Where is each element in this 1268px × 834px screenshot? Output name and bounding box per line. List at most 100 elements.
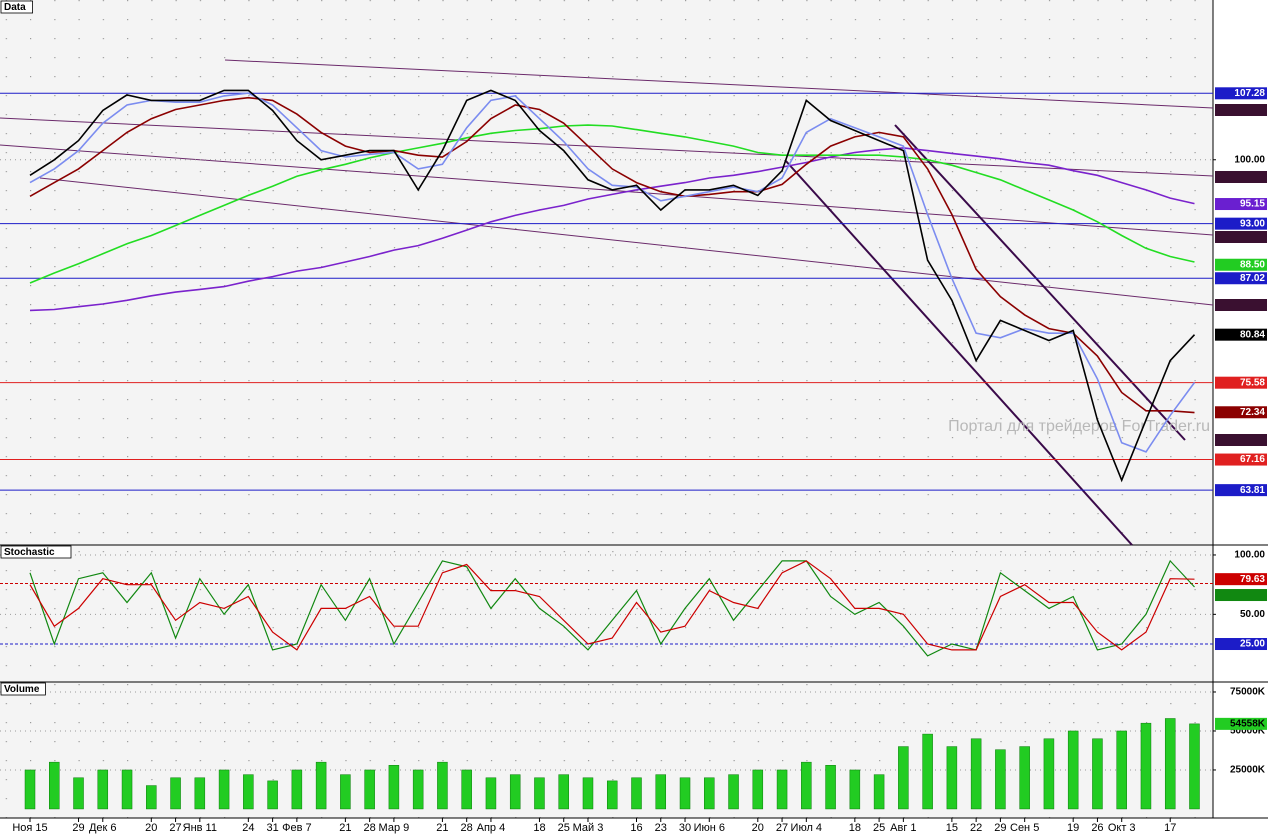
- x-tick-label: 23: [655, 822, 667, 834]
- volume-bar: [461, 769, 472, 810]
- channel-line: [894, 124, 1186, 441]
- x-tick-label: Мар 9: [379, 822, 410, 834]
- volume-bar: [1116, 730, 1127, 810]
- volume-bar: [97, 769, 109, 810]
- volume-bar: [752, 769, 764, 810]
- trendline: [224, 59, 1214, 109]
- x-tick-label: 30: [679, 822, 691, 834]
- series-line: [29, 92, 1196, 453]
- volume-bar: [49, 761, 60, 810]
- axis-box: [1215, 171, 1267, 183]
- volume-bar: [898, 746, 909, 810]
- level-label: 95.15: [1240, 199, 1265, 210]
- panel-title: Stochastic: [4, 547, 55, 558]
- level-box: [1215, 406, 1267, 419]
- trendline: [0, 144, 1214, 236]
- x-tick-label: Май 3: [573, 822, 604, 834]
- trendline: [39, 177, 1214, 306]
- x-tick-label: 21: [339, 822, 351, 834]
- y-tick-label: 50000K: [1230, 726, 1266, 737]
- axis-box: [1215, 231, 1267, 243]
- x-tick-label: 29: [72, 822, 84, 834]
- x-tick-label: 17: [1164, 822, 1176, 834]
- level-label: 93.00: [1240, 218, 1265, 229]
- volume-bar: [1043, 738, 1055, 810]
- volume-bar: [922, 733, 933, 810]
- x-tick-label: Июн 6: [694, 822, 725, 834]
- level-box: [1215, 376, 1267, 389]
- volume-bar: [170, 777, 181, 810]
- volume-bar: [849, 769, 861, 810]
- x-tick-label: 26: [1091, 822, 1103, 834]
- series-line: [29, 124, 1195, 284]
- volume-bar: [73, 777, 84, 810]
- plot-dots: [0, 0, 1213, 818]
- volume-bar: [364, 769, 375, 810]
- volume-bar: [412, 769, 424, 810]
- volume-bar: [315, 761, 327, 810]
- volume-bar: [388, 765, 400, 810]
- x-tick-label: 18: [533, 822, 545, 834]
- current-label: 54558K: [1230, 719, 1266, 730]
- volume-bar: [1140, 722, 1152, 810]
- level-box: [1215, 272, 1267, 285]
- volume-bar: [582, 777, 594, 810]
- level-label: 63.81: [1240, 485, 1265, 496]
- level-box: [1215, 638, 1267, 651]
- volume-bar: [267, 780, 278, 810]
- level-label: 72.34: [1240, 407, 1265, 418]
- volume-bar: [631, 777, 642, 810]
- volume-bar: [1092, 738, 1103, 810]
- x-tick-label: Янв 11: [183, 822, 217, 834]
- x-tick-label: 16: [630, 822, 642, 834]
- x-tick-label: 27: [776, 822, 788, 834]
- volume-bar: [1164, 718, 1176, 810]
- series-line: [29, 89, 1196, 483]
- volume-bar: [121, 769, 133, 810]
- x-tick-label: Ноя 15: [12, 822, 47, 834]
- x-tick-label: 15: [946, 822, 958, 834]
- x-tick-label: Авг 1: [890, 822, 916, 834]
- last-value-box: [1215, 589, 1267, 602]
- level-box: [1215, 453, 1267, 466]
- series-line: [29, 147, 1195, 312]
- level-label: 75.58: [1240, 377, 1265, 388]
- volume-bar: [655, 774, 667, 810]
- trendlines: [0, 59, 1214, 546]
- x-tick-label: Дек 6: [89, 822, 117, 834]
- x-tick-label: 20: [145, 822, 157, 834]
- volume-bar: [946, 746, 958, 810]
- x-tick-label: Июл 4: [791, 822, 823, 834]
- x-tick-label: 25: [873, 822, 885, 834]
- level-box: [1215, 87, 1267, 100]
- current-box: [1215, 717, 1267, 730]
- x-tick-label: 24: [242, 822, 254, 834]
- x-tick-label: 29: [994, 822, 1006, 834]
- x-tick-label: 20: [752, 822, 764, 834]
- volume-bar: [485, 777, 497, 810]
- volume-bar: [340, 774, 351, 810]
- y-tick-label: 100.00: [1234, 154, 1265, 165]
- y-tick-label: 50.00: [1240, 609, 1265, 620]
- watermark: Портал для трейдеров ForTrader.ru: [948, 418, 1210, 435]
- x-tick-label: 27: [169, 822, 181, 834]
- series-line: [29, 560, 1195, 651]
- last-value-box: [1215, 573, 1267, 586]
- volume-bar: [24, 769, 36, 810]
- x-tick-label: 28: [461, 822, 473, 834]
- volume-bar: [218, 769, 230, 810]
- series-line: [29, 96, 1195, 414]
- volume-bar: [801, 761, 812, 810]
- level-label: 80.84: [1240, 329, 1265, 340]
- obscured-labels: [1215, 104, 1267, 446]
- trendline: [0, 117, 1214, 177]
- level-label: 88.50: [1240, 259, 1265, 270]
- last-value-label: 79.63: [1240, 574, 1265, 585]
- volume-bar: [558, 774, 569, 810]
- x-tick-label: 25: [558, 822, 570, 834]
- level-box: [1215, 484, 1267, 497]
- x-tick-label: Фев 7: [282, 822, 312, 834]
- volume-bar: [776, 769, 788, 810]
